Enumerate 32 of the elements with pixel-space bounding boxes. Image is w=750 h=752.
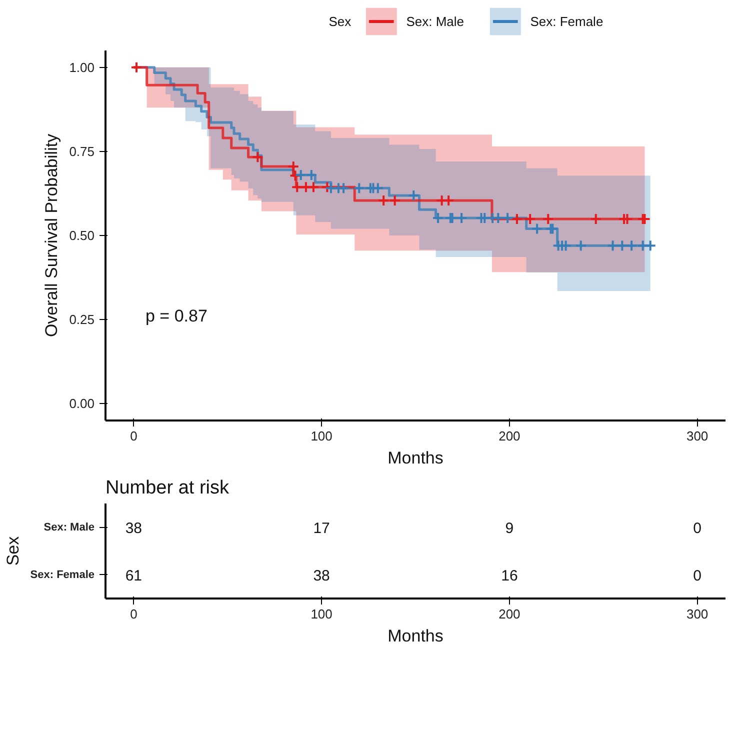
data-label: 38 <box>313 567 330 584</box>
y-tick-label: 1.00 <box>69 60 95 75</box>
x-tick-label: 200 <box>498 428 520 444</box>
y-tick-label: Sex: Female <box>30 568 94 581</box>
y-tick-label: Sex: Male <box>44 521 95 534</box>
annotation: p = 0.87 <box>146 306 208 326</box>
x-tick-label: 300 <box>686 428 708 444</box>
x-tick-label: 300 <box>686 606 708 622</box>
x-axis-title: Months <box>388 448 444 468</box>
chart-title: Number at risk <box>106 478 230 498</box>
x-tick-label: 0 <box>130 606 138 622</box>
x-tick-label: 100 <box>310 428 332 444</box>
data-label: 38 <box>125 520 142 537</box>
y-tick-label: 0.75 <box>69 144 95 159</box>
data-label: 17 <box>313 520 330 537</box>
x-axis-title: Months <box>388 626 444 646</box>
y-tick-label: 0.50 <box>69 228 95 243</box>
data-label: 9 <box>505 520 514 537</box>
data-label: 16 <box>501 567 518 584</box>
x-tick-label: 200 <box>498 606 520 622</box>
y-tick-label: 0.25 <box>69 312 95 328</box>
x-tick-label: 100 <box>310 606 332 622</box>
y-axis-title: Sex <box>3 536 22 566</box>
y-tick-label: 0.00 <box>69 396 95 412</box>
data-label: 0 <box>693 567 702 584</box>
legend-title: Sex <box>328 14 352 29</box>
y-axis-title: Overall Survival Probability <box>42 133 62 338</box>
legend-label: Sex: Female <box>530 14 604 29</box>
data-label: 61 <box>125 567 142 584</box>
data-label: 0 <box>693 520 702 537</box>
legend-label: Sex: Male <box>406 14 464 29</box>
x-tick-label: 0 <box>130 428 138 444</box>
